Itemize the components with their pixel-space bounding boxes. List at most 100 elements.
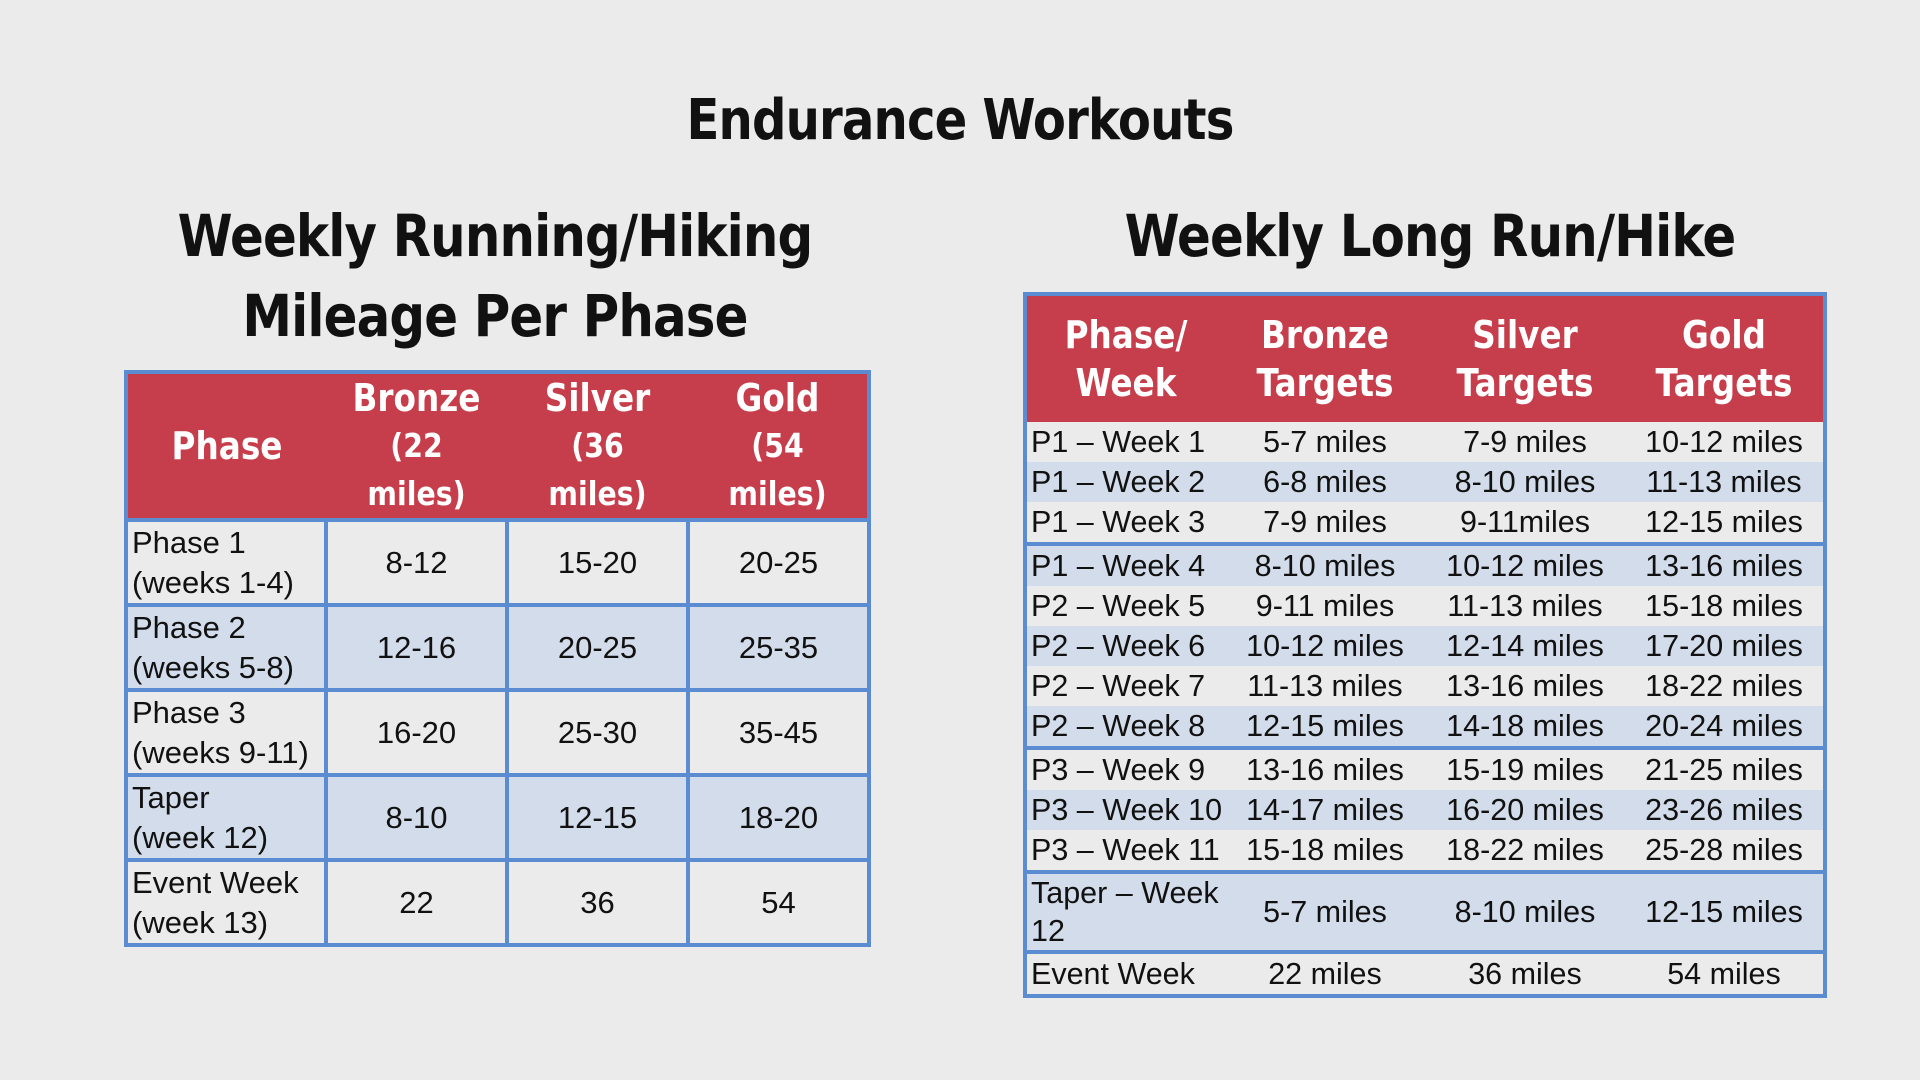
page-title: Endurance Workouts	[686, 88, 1234, 153]
silver-cell: 9-11miles	[1425, 502, 1625, 544]
bronze-cell: 22	[324, 858, 509, 947]
silver-cell: 10-12 miles	[1425, 542, 1625, 586]
header-gold: Gold (54 miles)	[688, 372, 869, 520]
header-label: Targets	[1655, 361, 1793, 405]
bronze-cell: 8-12	[324, 518, 509, 607]
table-row: Phase 2 (weeks 5-8) 12-16 20-25 25-35	[124, 603, 871, 692]
week-cell: P3 – Week 10	[1025, 790, 1225, 830]
table-row: P2 – Week 6 10-12 miles 12-14 miles 17-2…	[1025, 626, 1825, 666]
bronze-cell: 14-17 miles	[1225, 790, 1425, 830]
gold-cell: 23-26 miles	[1625, 790, 1825, 830]
gold-cell: 54	[686, 858, 871, 947]
bronze-cell: 11-13 miles	[1225, 666, 1425, 706]
header-label: Phase/	[1064, 313, 1188, 357]
header-sublabel: (54 miles)	[728, 426, 827, 513]
gold-cell: 12-15 miles	[1625, 502, 1825, 544]
table-row: P1 – Week 3 7-9 miles 9-11miles 12-15 mi…	[1025, 502, 1825, 544]
silver-cell: 8-10 miles	[1425, 870, 1625, 952]
week-cell: P3 – Week 9	[1025, 746, 1225, 790]
phase-name: Taper	[132, 779, 210, 815]
bronze-cell: 6-8 miles	[1225, 462, 1425, 502]
left-table-title: Weekly Running/Hiking Mileage Per Phase	[147, 196, 844, 356]
bronze-cell: 7-9 miles	[1225, 502, 1425, 544]
phase-weeks: (weeks 5-8)	[132, 649, 294, 685]
silver-cell: 13-16 miles	[1425, 666, 1625, 706]
table-row: P3 – Week 9 13-16 miles 15-19 miles 21-2…	[1025, 746, 1825, 790]
silver-cell: 16-20 miles	[1425, 790, 1625, 830]
bronze-cell: 22 miles	[1225, 950, 1425, 996]
silver-cell: 15-19 miles	[1425, 746, 1625, 790]
phase-name: Event Week	[132, 864, 299, 900]
silver-cell: 15-20	[505, 518, 690, 607]
week-cell: P2 – Week 6	[1025, 626, 1225, 666]
week-cell: P2 – Week 7	[1025, 666, 1225, 706]
left-table-title-line2: Mileage Per Phase	[242, 282, 748, 350]
phase-weeks: (weeks 1-4)	[132, 564, 294, 600]
gold-cell: 18-22 miles	[1625, 666, 1825, 706]
gold-cell: 54 miles	[1625, 950, 1825, 996]
gold-cell: 18-20	[686, 773, 871, 862]
header-label: Gold	[735, 376, 820, 420]
table-row: Phase 1 (weeks 1-4) 8-12 15-20 20-25	[124, 518, 871, 607]
bronze-cell: 8-10 miles	[1225, 542, 1425, 586]
silver-cell: 12-15	[505, 773, 690, 862]
header-silver-targets: Silver Targets	[1425, 294, 1625, 422]
silver-cell: 7-9 miles	[1425, 422, 1625, 462]
silver-cell: 25-30	[505, 688, 690, 777]
bronze-cell: 8-10	[324, 773, 509, 862]
header-silver: Silver (36 miles)	[507, 372, 688, 520]
week-cell: P3 – Week 11	[1025, 830, 1225, 872]
silver-cell: 12-14 miles	[1425, 626, 1625, 666]
header-label: Targets	[1456, 361, 1594, 405]
header-phase-week: Phase/Week	[1025, 294, 1225, 422]
phase-cell: Taper (week 12)	[124, 773, 328, 862]
gold-cell: 13-16 miles	[1625, 542, 1825, 586]
table-row: P2 – Week 5 9-11 miles 11-13 miles 15-18…	[1025, 586, 1825, 626]
table-row: Event Week 22 miles 36 miles 54 miles	[1025, 950, 1825, 996]
header-gold-targets: Gold Targets	[1625, 294, 1825, 422]
header-label: Bronze	[1261, 313, 1389, 357]
week-cell: P2 – Week 5	[1025, 586, 1225, 626]
gold-cell: 20-24 miles	[1625, 706, 1825, 748]
bronze-cell: 5-7 miles	[1225, 870, 1425, 952]
week-cell: Event Week	[1025, 950, 1225, 996]
week-cell: P1 – Week 4	[1025, 542, 1225, 586]
table-header-row: Phase Bronze (22 miles) Silver (36 miles) …	[126, 372, 869, 520]
phase-cell: Event Week (week 13)	[124, 858, 328, 947]
bronze-cell: 15-18 miles	[1225, 830, 1425, 872]
week-cell: P2 – Week 8	[1025, 706, 1225, 748]
bronze-cell: 12-15 miles	[1225, 706, 1425, 748]
gold-cell: 35-45	[686, 688, 871, 777]
header-sublabel: (36 miles)	[548, 426, 647, 513]
gold-cell: 10-12 miles	[1625, 422, 1825, 462]
silver-cell: 36 miles	[1425, 950, 1625, 996]
bronze-cell: 9-11 miles	[1225, 586, 1425, 626]
table-row: Phase 3 (weeks 9-11) 16-20 25-30 35-45	[124, 688, 871, 777]
header-phase: Phase	[126, 372, 326, 520]
table-header-row: Phase/Week Bronze Targets Silver Targets G…	[1025, 294, 1825, 422]
table-row: P3 – Week 11 15-18 miles 18-22 miles 25-…	[1025, 830, 1825, 872]
week-cell: P1 – Week 3	[1025, 502, 1225, 544]
phase-weeks: (week 13)	[132, 904, 269, 940]
phase-name: Phase 1	[132, 524, 246, 560]
silver-cell: 14-18 miles	[1425, 706, 1625, 748]
week-cell: P1 – Week 1	[1025, 422, 1225, 462]
gold-cell: 21-25 miles	[1625, 746, 1825, 790]
table-row: P2 – Week 8 12-15 miles 14-18 miles 20-2…	[1025, 706, 1825, 748]
table-row: Event Week (week 13) 22 36 54	[124, 858, 871, 947]
long-run-targets-table: Phase/Week Bronze Targets Silver Targets G…	[1023, 292, 1827, 998]
table-row: P1 – Week 1 5-7 miles 7-9 miles 10-12 mi…	[1025, 422, 1825, 462]
table-row: P2 – Week 7 11-13 miles 13-16 miles 18-2…	[1025, 666, 1825, 706]
gold-cell: 25-35	[686, 603, 871, 692]
phase-cell: Phase 1 (weeks 1-4)	[124, 518, 328, 607]
header-label: Silver	[1472, 313, 1578, 357]
header-bronze: Bronze (22 miles)	[326, 372, 507, 520]
header-label: Bronze	[352, 376, 481, 420]
silver-cell: 11-13 miles	[1425, 586, 1625, 626]
silver-cell: 36	[505, 858, 690, 947]
header-label: Phase	[171, 424, 283, 468]
header-label: Targets	[1256, 361, 1394, 405]
gold-cell: 11-13 miles	[1625, 462, 1825, 502]
header-label: Silver	[544, 376, 651, 420]
table-row: P1 – Week 4 8-10 miles 10-12 miles 13-16…	[1025, 542, 1825, 586]
